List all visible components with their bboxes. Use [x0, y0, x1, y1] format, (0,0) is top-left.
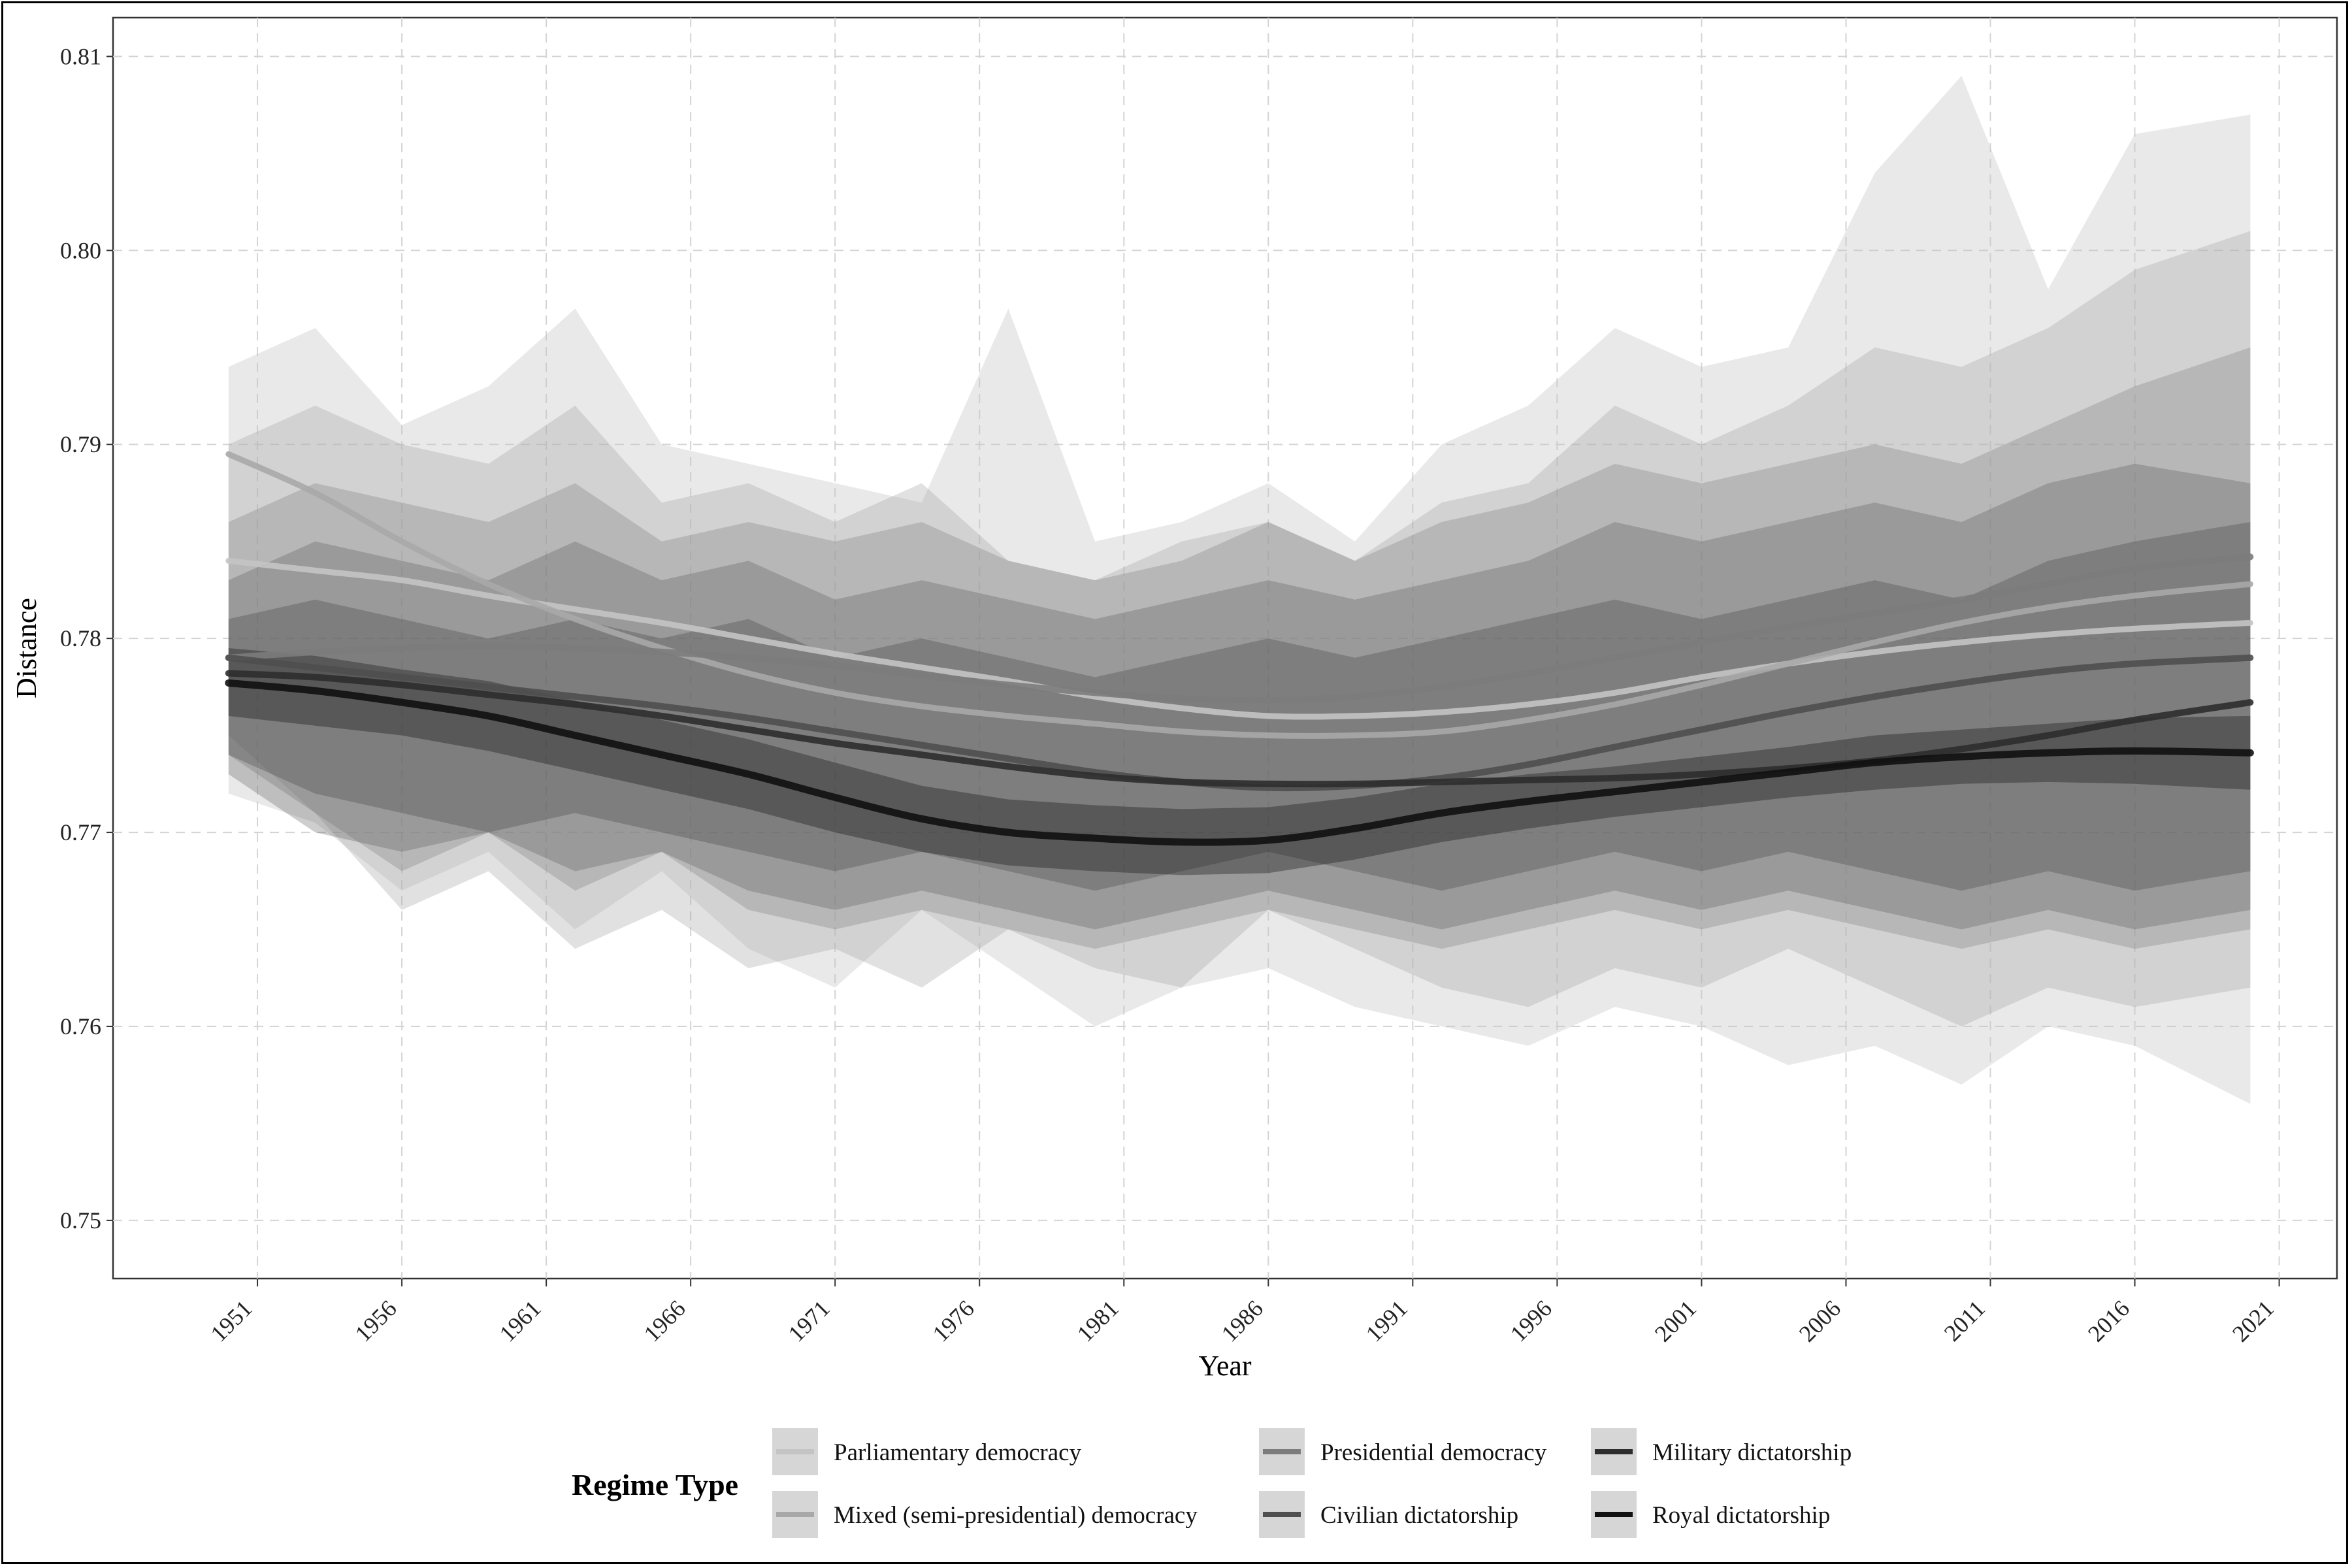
legend-label-6: Royal dictatorship — [1652, 1502, 1830, 1529]
x-tick-label: 1951 — [205, 1295, 257, 1347]
legend: Regime Type Parliamentary democracy Mixed… — [572, 1428, 1852, 1538]
grid-lines — [113, 18, 2337, 1279]
series-line-3 — [225, 553, 2254, 704]
y-tick-label: 0.78 — [60, 625, 101, 651]
x-axis-title: Year — [1198, 1350, 1251, 1382]
legend-label-5: Military dictatorship — [1652, 1439, 1852, 1466]
legend-label-1: Parliamentary democracy — [834, 1439, 1082, 1466]
band-5 — [228, 522, 2251, 891]
y-tick-label: 0.81 — [60, 43, 101, 69]
x-tick-label: 1956 — [350, 1295, 402, 1347]
x-tick-label: 1991 — [1361, 1295, 1413, 1347]
x-axis: 1951 1956 1961 1966 1971 1976 1981 1986 1991 1996… — [205, 1279, 2280, 1347]
x-tick-label: 1971 — [783, 1295, 835, 1347]
legend-title: Regime Type — [572, 1468, 738, 1501]
x-tick-label: 1976 — [928, 1295, 979, 1347]
x-tick-label: 2011 — [1939, 1295, 1990, 1346]
x-tick-label: 1966 — [639, 1295, 691, 1347]
x-tick-label: 2006 — [1794, 1295, 1846, 1347]
y-axis: 0.75 0.76 0.77 0.78 0.79 0.80 0.81 — [60, 43, 113, 1233]
y-tick-label: 0.76 — [60, 1013, 101, 1039]
x-tick-label: 1981 — [1072, 1295, 1124, 1347]
x-tick-label: 1961 — [495, 1295, 546, 1347]
series-line-6 — [225, 679, 2254, 846]
y-tick-label: 0.77 — [60, 819, 101, 845]
x-tick-label: 1996 — [1505, 1295, 1557, 1347]
y-tick-label: 0.80 — [60, 237, 101, 263]
series-line-1 — [225, 557, 2253, 720]
band-2 — [228, 231, 2251, 1027]
legend-label-3: Presidential democracy — [1320, 1439, 1547, 1466]
band-1 — [228, 76, 2251, 1104]
x-tick-label: 1986 — [1217, 1295, 1268, 1347]
legend-label-2: Mixed (semi-presidential) democracy — [834, 1502, 1198, 1529]
x-tick-label: 2001 — [1650, 1295, 1701, 1347]
band-4 — [228, 463, 2251, 930]
y-tick-label: 0.79 — [60, 431, 101, 457]
series-line-2 — [225, 451, 2253, 739]
y-axis-title: Distance — [10, 598, 42, 698]
band-3 — [228, 347, 2251, 949]
x-tick-label: 2021 — [2227, 1295, 2279, 1347]
y-tick-label: 0.75 — [60, 1207, 101, 1233]
smoothed-lines — [225, 451, 2254, 846]
x-tick-label: 2016 — [2083, 1295, 2134, 1347]
legend-label-4: Civilian dictatorship — [1320, 1502, 1518, 1529]
